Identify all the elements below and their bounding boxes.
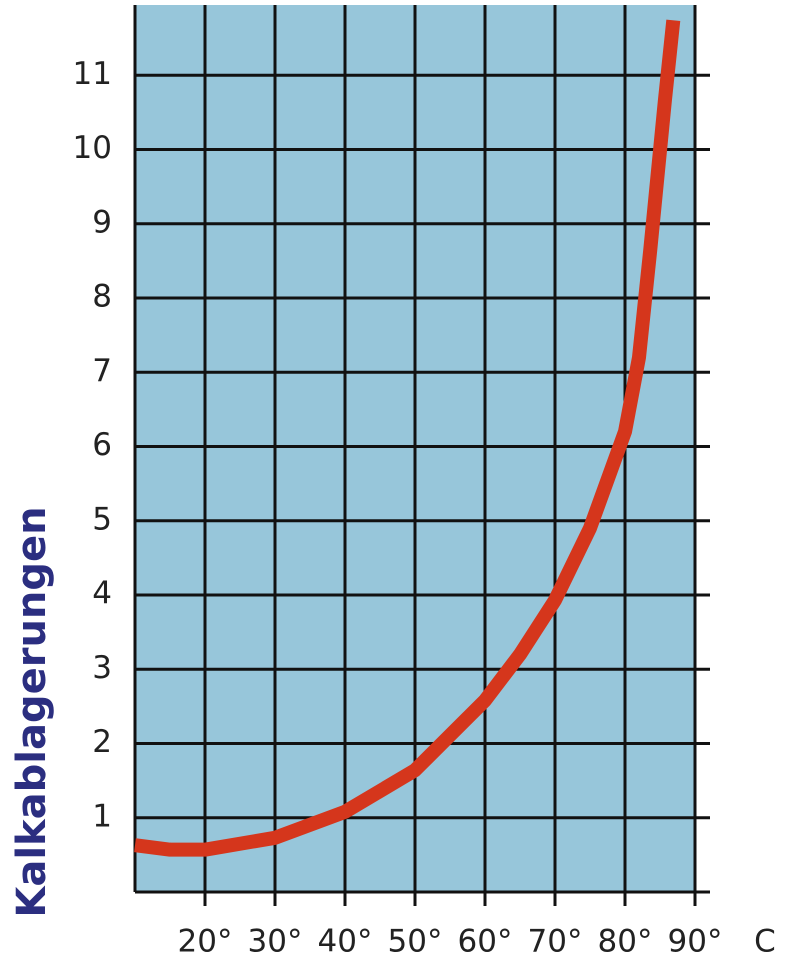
y-tick-label: 11 (73, 56, 112, 92)
y-tick-label: 4 (92, 576, 112, 612)
x-tick-label: 90° (668, 924, 723, 960)
x-unit: C (754, 924, 776, 960)
y-tick-label: 10 (73, 130, 112, 166)
y-tick-label: 8 (92, 279, 112, 315)
y-tick-label: 1 (92, 798, 112, 834)
y-tick-label: 9 (92, 204, 112, 240)
x-tick-label: 20° (178, 924, 233, 960)
x-tick-label: 60° (458, 924, 513, 960)
y-tick-label: 3 (92, 650, 112, 686)
x-tick-label: 30° (248, 924, 303, 960)
y-tick-label: 6 (92, 427, 112, 463)
y-tick-label: 5 (92, 501, 112, 537)
x-tick-label: 70° (528, 924, 583, 960)
data-line (134, 19, 681, 857)
y-tick-label: 2 (92, 724, 112, 760)
y-tick-label: 7 (92, 353, 112, 389)
x-tick-label: 80° (598, 924, 653, 960)
x-tick-label: 50° (388, 924, 443, 960)
x-tick-label: 40° (318, 924, 373, 960)
y-axis-label: Kalkablagerungen (9, 506, 55, 917)
